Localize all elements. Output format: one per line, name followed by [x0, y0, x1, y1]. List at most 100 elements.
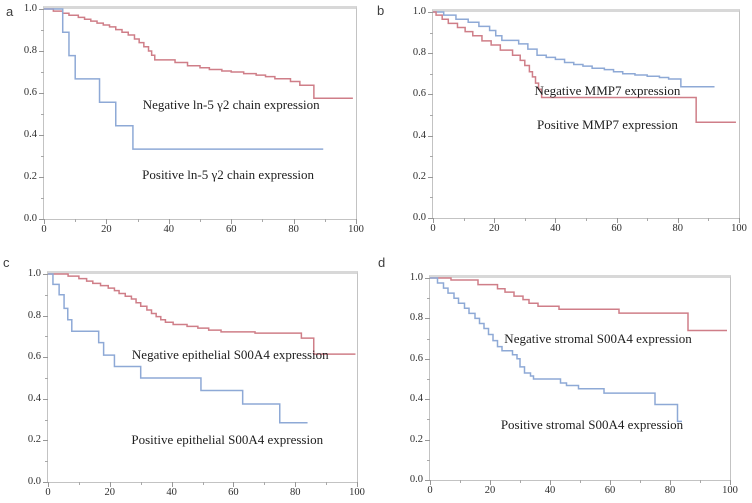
- y-tick-label: 0.8: [409, 312, 423, 324]
- x-tick: [106, 219, 108, 224]
- x-tick: [677, 218, 679, 223]
- y-tick-label: 0.0: [409, 473, 423, 485]
- y-tick: [43, 398, 48, 400]
- plot-area-d: 1.0 0.8 0.6 0.4 0.2 0.0 0 20 40 60 80 100 Negative s…: [410, 272, 738, 495]
- y-tick-label: 1.0: [412, 5, 426, 17]
- y-tick-label: 0.0: [23, 212, 37, 224]
- x-minor-tick: [78, 482, 80, 485]
- y-minor-tick: [430, 156, 433, 158]
- y-tick: [425, 358, 430, 360]
- y-tick: [425, 480, 430, 481]
- x-minor-tick: [580, 480, 581, 483]
- x-tick-label: 80: [664, 485, 676, 496]
- x-tick-label: 20: [101, 224, 112, 235]
- y-tick-label: 0.6: [409, 352, 423, 364]
- x-tick-label: 20: [484, 485, 496, 496]
- x-tick: [293, 219, 295, 224]
- km-panel-c: c 1.0 0.8 0.6 0.4 0.2 0.0 0 20 40 60 80 100 Negative…: [0, 250, 376, 503]
- y-tick-label: 0.4: [27, 392, 41, 404]
- x-tick: [490, 480, 491, 485]
- x-minor-tick: [647, 218, 649, 221]
- x-tick-label: 80: [672, 223, 684, 234]
- y-tick-label: 0.4: [409, 392, 423, 404]
- y-tick: [43, 274, 48, 275]
- x-tick-label: 40: [550, 223, 561, 234]
- y-tick-label: 0.8: [27, 309, 41, 321]
- y-tick: [425, 278, 430, 279]
- x-minor-tick: [640, 480, 641, 483]
- y-minor-tick: [45, 461, 48, 463]
- curve-annotation: Negative stromal S00A4 expression: [504, 330, 692, 346]
- panel-letter-a: a: [6, 4, 14, 19]
- km-panel-d: d 1.0 0.8 0.6 0.4 0.2 0.0 0 20 40 60 80 100 Negative…: [376, 250, 752, 503]
- x-tick: [616, 218, 618, 223]
- x-minor-tick: [524, 218, 526, 221]
- panel-letter-d: d: [378, 255, 386, 270]
- km-panel-b: b 1.0 0.8 0.6 0.4 0.2 0.0 0 20 40 60 80 100 Negative…: [376, 0, 752, 250]
- survival-curves-b: [433, 12, 739, 218]
- curve-negative: [48, 274, 355, 354]
- curve-positive: [433, 12, 736, 122]
- plot-area-c: 1.0 0.8 0.6 0.4 0.2 0.0 0 20 40 60 80 100 Negative e…: [28, 268, 365, 497]
- x-tick-label: 100: [722, 485, 738, 496]
- x-tick-label: 40: [163, 224, 175, 235]
- y-tick-label: 0.8: [23, 44, 37, 56]
- y-minor-tick: [430, 115, 433, 116]
- x-minor-tick: [262, 219, 264, 222]
- x-tick-label: 100: [348, 224, 364, 235]
- x-minor-tick: [264, 482, 266, 485]
- x-tick-label: 60: [228, 487, 239, 498]
- x-tick: [44, 219, 45, 224]
- x-minor-tick: [324, 219, 326, 222]
- x-minor-tick: [75, 219, 77, 222]
- x-tick: [231, 219, 233, 224]
- y-tick-label: 1.0: [409, 271, 423, 283]
- x-tick-label: 80: [289, 487, 301, 498]
- x-tick: [295, 482, 297, 487]
- x-tick: [233, 482, 235, 487]
- x-minor-tick: [520, 480, 521, 483]
- y-tick-label: 0.6: [412, 88, 426, 100]
- x-minor-tick: [460, 480, 461, 483]
- x-tick-label: 60: [611, 223, 622, 234]
- km-panel-a: a 1.0 0.8 0.6 0.4 0.2 0.0 0 20 40 60 80 100 Negative…: [0, 0, 376, 250]
- x-minor-tick: [200, 219, 201, 222]
- x-tick: [550, 480, 551, 485]
- x-tick: [357, 482, 358, 487]
- y-minor-tick: [45, 419, 48, 421]
- curve-annotation: Positive ln-5 γ2 chain expression: [142, 166, 314, 182]
- y-tick: [428, 218, 433, 219]
- y-minor-tick: [45, 294, 48, 296]
- y-tick: [428, 176, 433, 178]
- y-tick: [428, 94, 433, 96]
- x-tick: [555, 218, 557, 223]
- y-tick-label: 0.6: [23, 86, 37, 98]
- y-minor-tick: [41, 198, 44, 199]
- x-minor-tick: [137, 219, 139, 222]
- y-tick: [39, 177, 44, 178]
- x-minor-tick: [140, 482, 142, 485]
- curve-annotation: Negative MMP7 expression: [534, 82, 681, 98]
- panel-letter-b: b: [377, 3, 385, 18]
- y-tick: [39, 219, 44, 220]
- y-tick-label: 0.2: [409, 433, 423, 445]
- x-tick: [739, 218, 740, 223]
- x-tick-label: 60: [225, 224, 237, 235]
- y-tick: [425, 439, 430, 441]
- x-tick-label: 60: [604, 485, 616, 496]
- curve-annotation: Positive MMP7 expression: [536, 117, 678, 133]
- y-tick-label: 0.2: [27, 434, 41, 446]
- y-tick: [39, 9, 44, 10]
- y-tick-label: 0.2: [23, 170, 37, 182]
- y-minor-tick: [427, 298, 430, 300]
- y-minor-tick: [45, 336, 48, 338]
- x-tick-label: 0: [427, 485, 433, 496]
- x-tick: [670, 480, 671, 485]
- y-tick: [39, 93, 44, 94]
- x-tick: [494, 218, 496, 223]
- y-tick: [425, 399, 430, 401]
- x-tick-label: 20: [488, 223, 500, 234]
- y-minor-tick: [430, 197, 433, 199]
- y-tick-label: 0.4: [412, 129, 426, 141]
- survival-curves-c: [48, 274, 357, 482]
